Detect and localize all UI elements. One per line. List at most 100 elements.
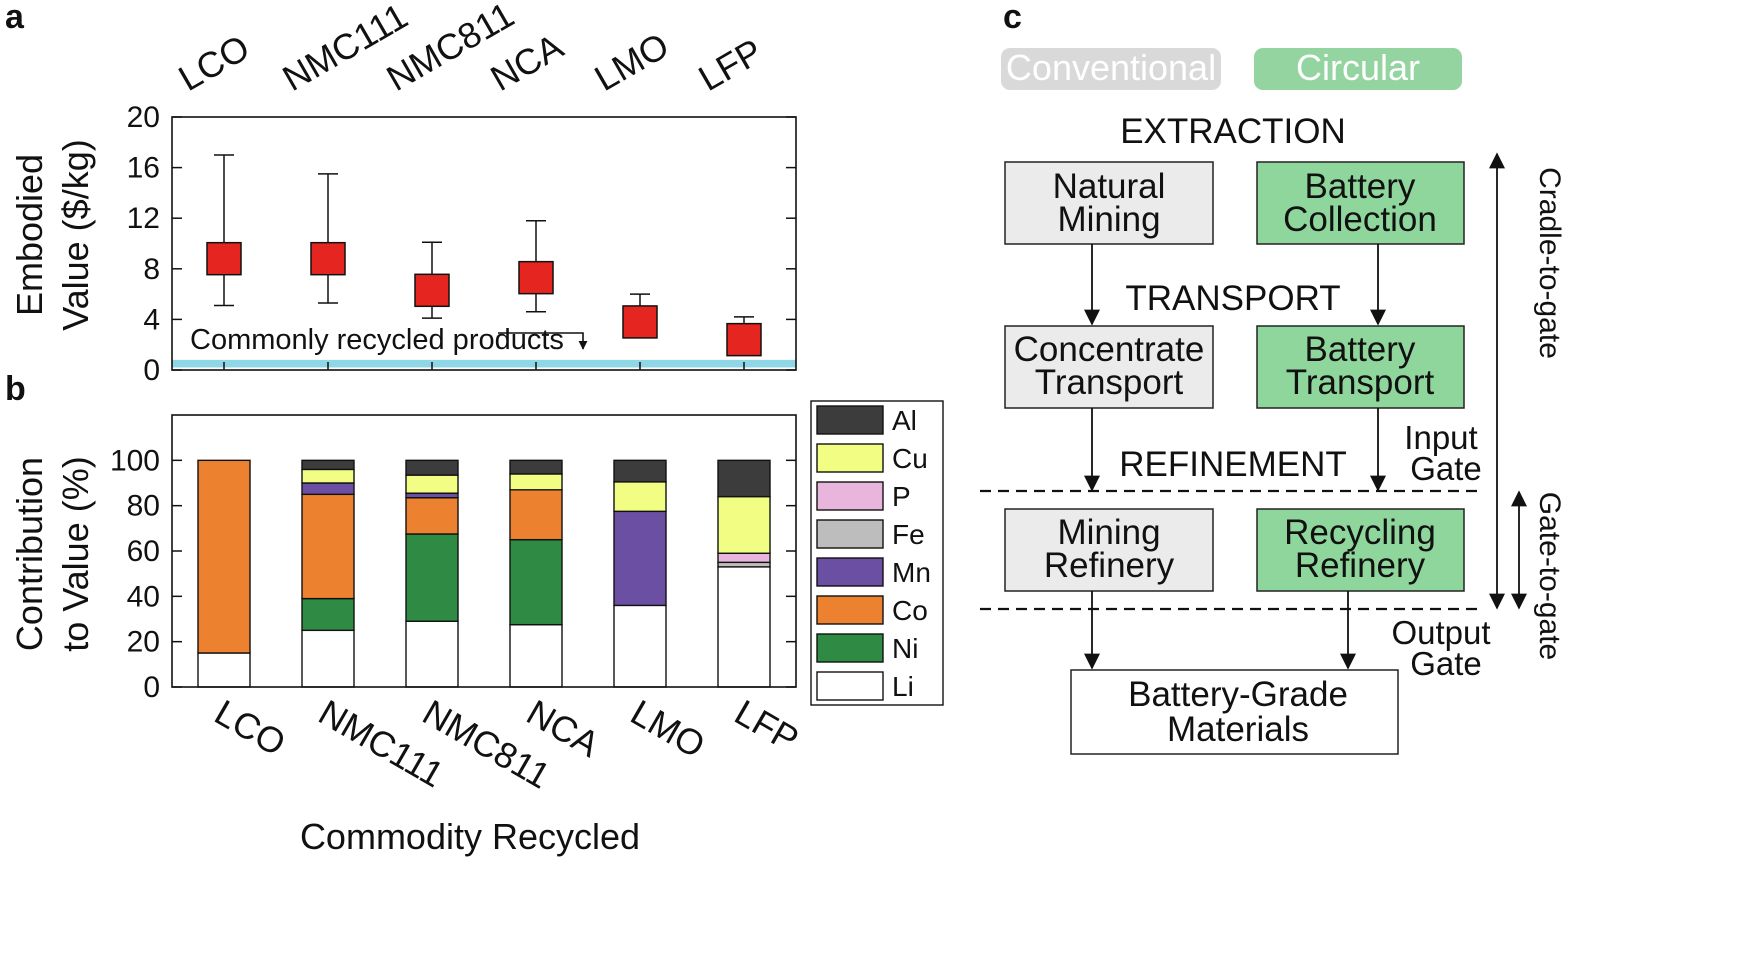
circular-pill: Circular: [1254, 47, 1462, 90]
legend-label-p: P: [892, 481, 911, 512]
battery-collection-line2: Collection: [1283, 200, 1437, 239]
data-point-lfp: [726, 322, 762, 357]
output-gate-line2: Gate: [1410, 645, 1482, 682]
bar-lmo-mn: [613, 510, 667, 607]
bar-nmc811-ni: [405, 533, 459, 622]
legend-swatch-fe: [816, 519, 884, 549]
data-point-lco: [206, 241, 242, 276]
legend-label-cu: Cu: [892, 443, 928, 474]
bar-nmc111-li: [301, 629, 355, 688]
battery-transport-box: Battery Transport: [1256, 325, 1465, 409]
panel-a-ytick-label: 12: [127, 202, 160, 235]
bar-nmc111-al: [301, 459, 355, 471]
bar-nca-ni: [509, 538, 563, 626]
mining-refinery-rect: [1004, 508, 1214, 592]
legend-swatch-li: [816, 671, 884, 701]
bar-lco-co: [197, 459, 251, 654]
bar-nca-li: [509, 623, 563, 688]
mining-refinery-box: Mining Refinery: [1004, 508, 1214, 592]
legend-swatch-ni: [816, 633, 884, 663]
panel-a-category-label-lfp: LFP: [692, 30, 770, 99]
battery-collection-rect: [1256, 161, 1465, 245]
stage-refinement: REFINEMENT: [1119, 445, 1347, 484]
recycling-refinery-box: Recycling Refinery: [1256, 508, 1465, 592]
bar-nca-co: [509, 489, 563, 541]
bar-nmc111-co: [301, 493, 355, 600]
battery-collection-line1: Battery: [1305, 167, 1416, 206]
legend-label-al: Al: [892, 405, 917, 436]
panel-b-category-label-lmo: LMO: [624, 691, 712, 766]
panel-a-plot-frame: [171, 116, 797, 371]
conventional-pill-bg: [1001, 48, 1221, 90]
bar-lfp-cu: [717, 495, 771, 554]
bar-nmc811-cu: [405, 474, 459, 494]
bar-nmc811-co: [405, 497, 459, 535]
natural-mining-line2: Mining: [1057, 200, 1160, 239]
bar-lmo-al: [613, 459, 667, 483]
legend-label-fe: Fe: [892, 519, 925, 550]
recycling-refinery-rect: [1256, 508, 1465, 592]
panel-a-ytick-label: 8: [143, 253, 160, 286]
bar-lfp-p: [717, 552, 771, 564]
battery-transport-line1: Battery: [1305, 330, 1416, 369]
panel-a-ytick-label: 20: [127, 101, 160, 134]
panel-b-ytick-label: 80: [127, 490, 160, 523]
panel-b-ytick-label: 100: [110, 444, 160, 477]
panel-b-plot-frame: [171, 414, 797, 688]
stage-extraction: EXTRACTION: [1120, 112, 1346, 151]
bar-nca-cu: [509, 473, 563, 491]
bar-nmc111-cu: [301, 468, 355, 484]
panel-b-ylabel-line2: to Value (%): [55, 456, 96, 651]
panel-b-ytick-label: 20: [127, 626, 160, 659]
stage-transport: TRANSPORT: [1125, 279, 1340, 318]
battery-grade-materials-rect: [1070, 669, 1399, 755]
legend-swatch-co: [816, 595, 884, 625]
circular-pill-bg: [1254, 48, 1462, 90]
panel-b-category-label-lco: LCO: [208, 691, 293, 764]
battery-transport-line2: Transport: [1286, 363, 1435, 402]
battery-grade-line2: Materials: [1167, 710, 1309, 749]
bar-nmc811-al: [405, 459, 459, 476]
panel-a-ylabel-line2: Value ($/kg): [55, 139, 96, 330]
bar-lco-li: [197, 652, 251, 688]
panel-b-legend: Al Cu P Fe Mn Co Ni Li: [810, 400, 944, 706]
panel-a-ytick-label: 0: [143, 354, 160, 387]
legend-label-ni: Ni: [892, 633, 918, 664]
concentrate-transport-line2: Transport: [1035, 363, 1184, 402]
input-gate-line1: Input: [1404, 419, 1477, 456]
bar-lmo-li: [613, 604, 667, 688]
data-point-nmc811: [414, 273, 450, 308]
legend-swatch-cu: [816, 443, 884, 473]
panel-b-x-axis-title: Commodity Recycled: [300, 816, 640, 857]
natural-mining-line1: Natural: [1053, 167, 1166, 206]
battery-grade-line1: Battery-Grade: [1128, 675, 1348, 714]
panel-b-y-axis-title: Contribution to Value (%): [9, 456, 96, 651]
gate-to-gate-label: Gate-to-gate: [1533, 492, 1566, 660]
panel-c-diagram: c Conventional Circular EXTRACTION TRANS…: [980, 0, 1566, 755]
bar-lfp-li: [717, 566, 771, 688]
annotation-arrow: [498, 332, 588, 350]
legend-label-mn: Mn: [892, 557, 931, 588]
natural-mining-rect: [1004, 161, 1214, 245]
legend-swatch-mn: [816, 557, 884, 587]
data-point-nca: [518, 260, 554, 295]
bar-nmc111-ni: [301, 597, 355, 632]
panel-a-category-label-lmo: LMO: [588, 24, 676, 99]
commonly-recycled-annotation: Commonly recycled products: [190, 324, 564, 356]
recycling-refinery-line2: Refinery: [1295, 546, 1426, 585]
legend-label-co: Co: [892, 595, 928, 626]
panel-a-y-axis-title: Embodied Value ($/kg): [9, 139, 96, 330]
data-point-lmo: [622, 305, 658, 339]
panel-label-c: c: [1003, 0, 1022, 36]
circular-pill-label: Circular: [1296, 47, 1420, 88]
legend-swatch-al: [816, 405, 884, 435]
panel-a-ytick-label: 16: [127, 152, 160, 185]
panel-b-ytick-label: 60: [127, 535, 160, 568]
mining-refinery-line2: Refinery: [1044, 546, 1175, 585]
conventional-pill-label: Conventional: [1006, 47, 1216, 88]
panel-label-b: b: [5, 370, 26, 408]
battery-grade-materials-box: Battery-Grade Materials: [1070, 669, 1399, 755]
panel-b-ylabel-line1: Contribution: [9, 457, 50, 651]
